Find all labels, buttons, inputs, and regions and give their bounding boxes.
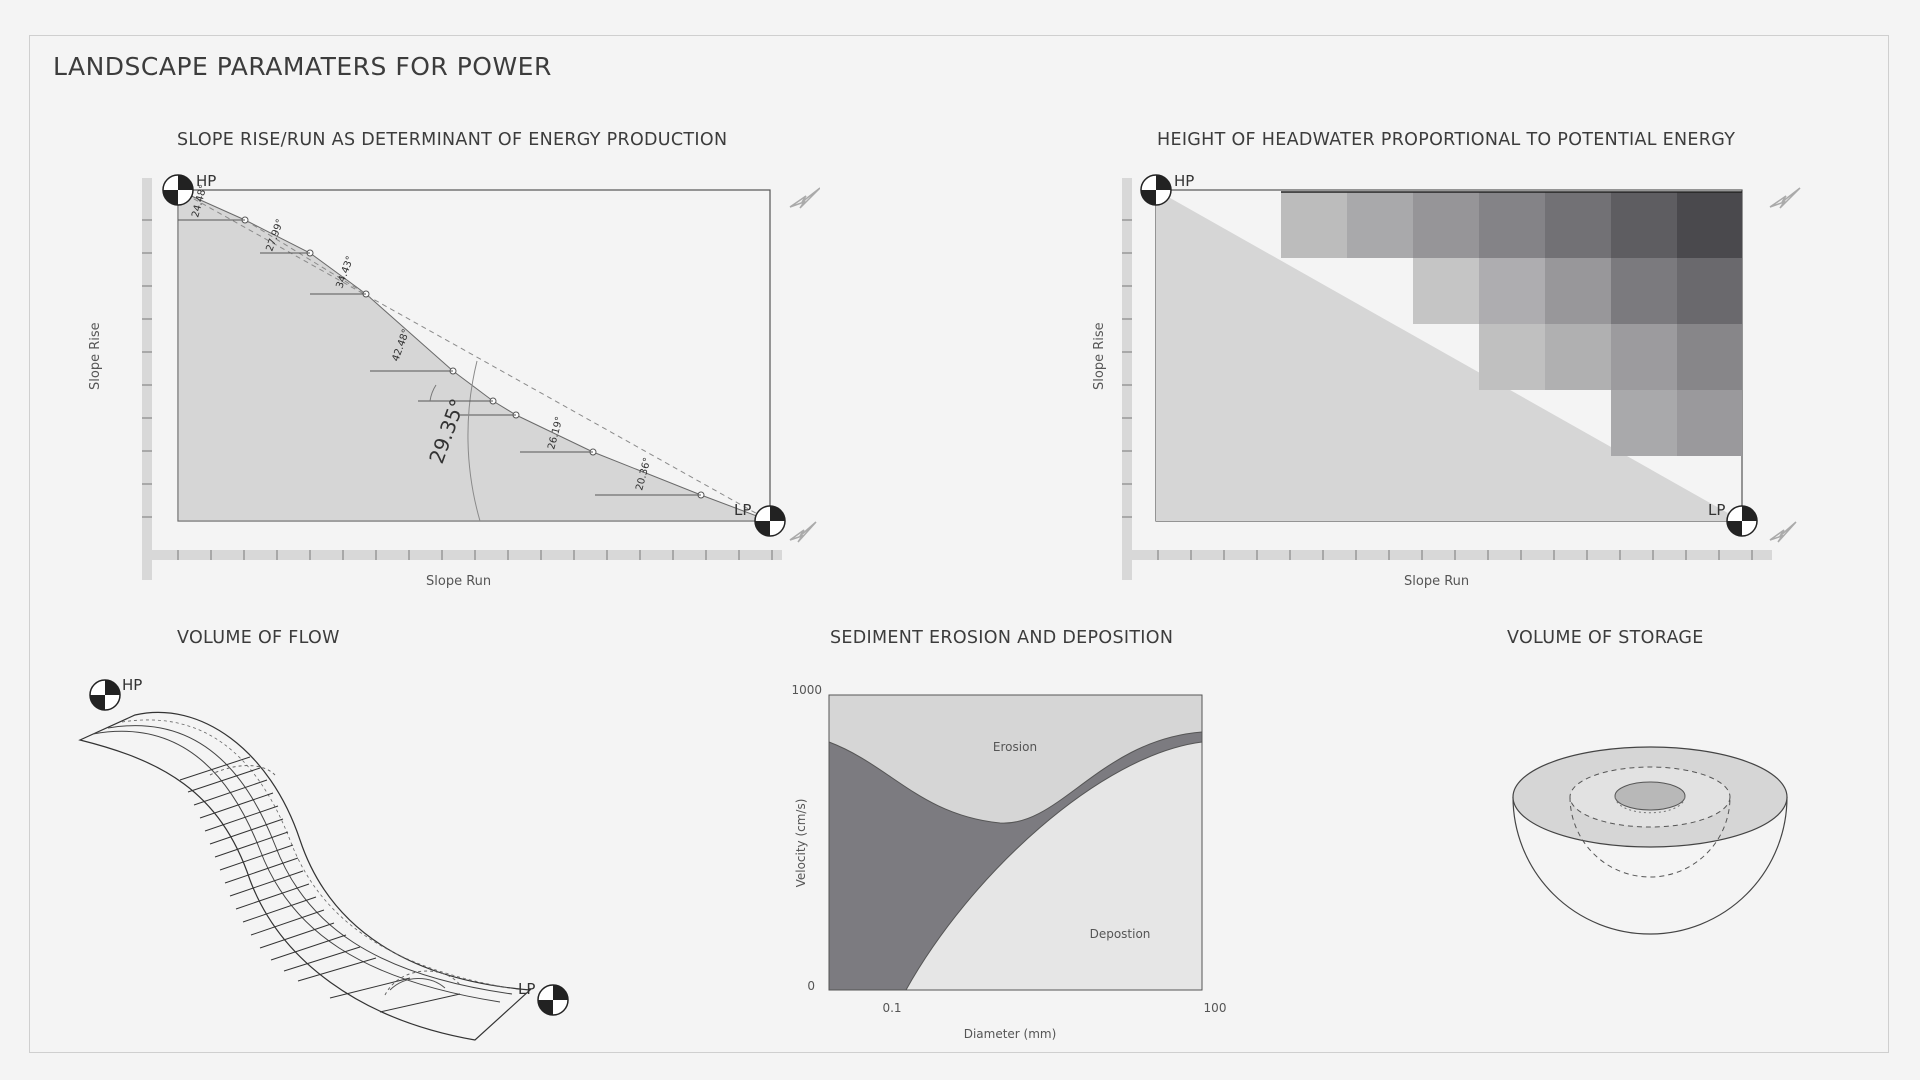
sediment-region-erosion: Erosion — [993, 740, 1037, 754]
sediment-transport-region — [829, 732, 1202, 990]
sediment-xlabel: Diameter (mm) — [964, 1027, 1057, 1041]
slope-panel-title: SLOPE RISE/RUN AS DETERMINANT OF ENERGY … — [177, 130, 728, 150]
headwater-energy-grid — [1281, 192, 1742, 456]
hp-marker — [162, 174, 194, 206]
flow-diagram: HP LP — [78, 676, 569, 1041]
lightning-icon — [1769, 187, 1801, 209]
headwater-hp-label: HP — [1174, 172, 1194, 190]
lp-marker — [754, 505, 786, 537]
slope-overall-arc — [467, 360, 481, 522]
lp-marker — [1726, 505, 1758, 537]
lightning-icon — [789, 521, 817, 543]
sediment-x-max: 100 — [1204, 1001, 1227, 1015]
flow-hp-label: HP — [122, 676, 142, 694]
flow-channel-surface — [78, 711, 532, 1041]
slope-diagram: 24.48° 27.99° 34.43° 42.48° 26.19° 20.36… — [142, 172, 820, 580]
flow-lp-label: LP — [518, 980, 535, 998]
sediment-region-deposition: Depostion — [1090, 927, 1151, 941]
sediment-y-max: 1000 — [791, 683, 822, 697]
slope-ruler-y — [142, 178, 152, 580]
storage-panel-title: VOLUME OF STORAGE — [1507, 628, 1704, 648]
lp-marker — [537, 984, 569, 1016]
sediment-chart: Erosion Depostion 1000 0 0.1 100 Diamete… — [791, 683, 1227, 1041]
headwater-lp-label: LP — [1708, 501, 1725, 519]
page-frame — [29, 35, 1889, 1053]
slope-xlabel: Slope Run — [426, 574, 492, 589]
headwater-ruler-x — [1122, 550, 1772, 560]
slope-reference-lines — [178, 219, 701, 496]
slope-lp-label: LP — [734, 501, 751, 519]
sediment-y-min: 0 — [807, 979, 815, 993]
sediment-panel-title: SEDIMENT EROSION AND DEPOSITION — [830, 628, 1174, 648]
storage-diagram — [1512, 746, 1788, 935]
slope-hp-label: HP — [196, 172, 216, 190]
headwater-ruler-ticks — [1122, 219, 1753, 560]
lightning-icon — [1769, 521, 1797, 543]
hp-marker — [1140, 174, 1172, 206]
slope-ruler-ticks — [142, 219, 773, 560]
sediment-deposition-region — [906, 742, 1202, 990]
lightning-icon — [789, 187, 820, 209]
slope-terrain — [177, 189, 771, 522]
slope-ruler-x — [142, 550, 782, 560]
headwater-xlabel: Slope Run — [1404, 574, 1470, 589]
headwater-terrain — [1156, 190, 1742, 521]
flow-cross-sections — [179, 756, 461, 1013]
hp-marker — [89, 679, 121, 711]
sediment-x-min: 0.1 — [882, 1001, 901, 1015]
headwater-panel-title: HEIGHT OF HEADWATER PROPORTIONAL TO POTE… — [1157, 130, 1736, 150]
headwater-ylabel: Slope Rise — [1092, 322, 1107, 390]
headwater-diagram: HP LP — [1122, 172, 1801, 580]
slope-ylabel: Slope Rise — [88, 322, 103, 390]
page-title: LANDSCAPE PARAMATERS FOR POWER — [53, 52, 552, 81]
headwater-ruler-y — [1122, 178, 1132, 580]
flow-panel-title: VOLUME OF FLOW — [177, 628, 340, 648]
sediment-ylabel: Velocity (cm/s) — [794, 799, 808, 888]
